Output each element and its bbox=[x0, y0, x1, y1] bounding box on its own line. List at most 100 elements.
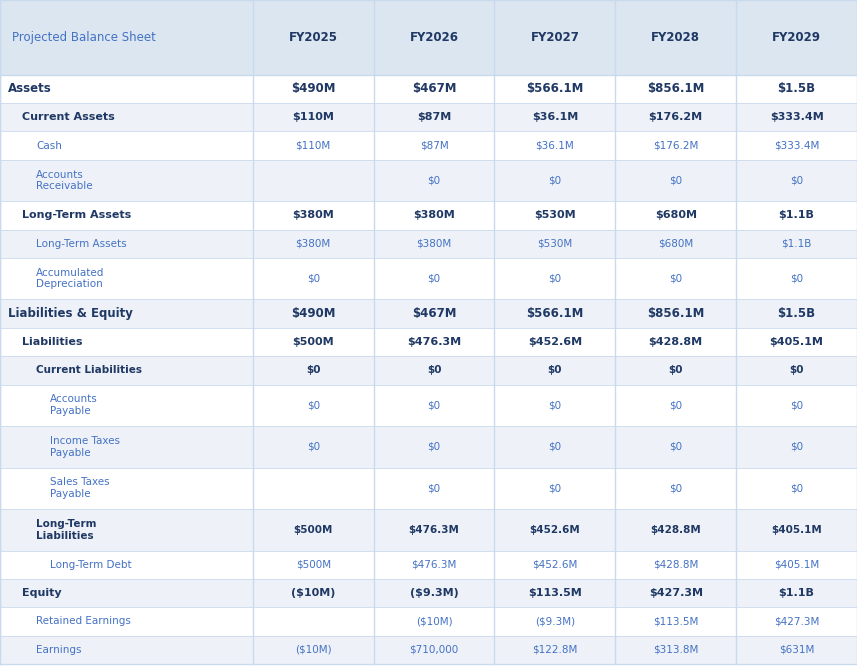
Text: ($10M): ($10M) bbox=[291, 588, 335, 598]
Text: $36.1M: $36.1M bbox=[536, 141, 574, 151]
Text: $530M: $530M bbox=[537, 238, 572, 248]
Text: $680M: $680M bbox=[655, 210, 697, 220]
Text: $0: $0 bbox=[307, 274, 320, 284]
Text: Long-Term
Liabilities: Long-Term Liabilities bbox=[36, 519, 97, 541]
Text: $1.1B: $1.1B bbox=[782, 238, 812, 248]
Text: Long-Term Assets: Long-Term Assets bbox=[22, 210, 131, 220]
Text: $0: $0 bbox=[668, 366, 683, 376]
Text: $0: $0 bbox=[789, 366, 804, 376]
Text: $428.8M: $428.8M bbox=[649, 337, 703, 347]
Text: $110M: $110M bbox=[296, 141, 331, 151]
Text: $0: $0 bbox=[548, 400, 561, 410]
Text: $680M: $680M bbox=[658, 238, 693, 248]
Text: $1.5B: $1.5B bbox=[777, 83, 816, 95]
Text: $405.1M: $405.1M bbox=[770, 337, 824, 347]
Text: FY2027: FY2027 bbox=[530, 31, 579, 44]
Text: Current Liabilities: Current Liabilities bbox=[36, 366, 142, 376]
Text: $176.2M: $176.2M bbox=[653, 141, 698, 151]
Text: $0: $0 bbox=[548, 274, 561, 284]
Bar bbox=[0, 356, 857, 384]
Text: Liabilities & Equity: Liabilities & Equity bbox=[8, 307, 133, 320]
Bar bbox=[0, 551, 857, 579]
Bar bbox=[0, 201, 857, 230]
Text: $1.1B: $1.1B bbox=[779, 210, 814, 220]
Text: Long-Term Assets: Long-Term Assets bbox=[36, 238, 127, 248]
Text: $566.1M: $566.1M bbox=[526, 83, 584, 95]
Text: Income Taxes
Payable: Income Taxes Payable bbox=[50, 436, 120, 458]
Text: Retained Earnings: Retained Earnings bbox=[36, 617, 131, 627]
Text: $467M: $467M bbox=[412, 83, 456, 95]
Text: $0: $0 bbox=[790, 175, 803, 185]
Bar bbox=[0, 131, 857, 160]
Text: $0: $0 bbox=[669, 274, 682, 284]
Text: $0: $0 bbox=[428, 400, 440, 410]
Text: $0: $0 bbox=[548, 442, 561, 452]
Text: $428.8M: $428.8M bbox=[653, 559, 698, 569]
Text: $333.4M: $333.4M bbox=[774, 141, 819, 151]
Text: $0: $0 bbox=[307, 442, 320, 452]
Text: $0: $0 bbox=[428, 442, 440, 452]
Text: $0: $0 bbox=[548, 175, 561, 185]
Bar bbox=[0, 635, 857, 664]
Bar bbox=[0, 579, 857, 607]
Text: $333.4M: $333.4M bbox=[770, 112, 824, 122]
Text: $500M: $500M bbox=[294, 525, 333, 535]
Text: $0: $0 bbox=[669, 400, 682, 410]
Text: Accumulated
Depreciation: Accumulated Depreciation bbox=[36, 268, 105, 290]
Text: $452.6M: $452.6M bbox=[530, 525, 580, 535]
Text: $0: $0 bbox=[669, 175, 682, 185]
Text: Long-Term Debt: Long-Term Debt bbox=[50, 559, 132, 569]
Bar bbox=[0, 468, 857, 509]
Text: $0: $0 bbox=[427, 366, 441, 376]
Bar bbox=[0, 230, 857, 258]
Text: $0: $0 bbox=[669, 484, 682, 494]
Text: $0: $0 bbox=[428, 175, 440, 185]
Text: ($10M): ($10M) bbox=[416, 617, 452, 627]
Text: $427.3M: $427.3M bbox=[774, 617, 819, 627]
Text: $0: $0 bbox=[548, 366, 562, 376]
Text: $476.3M: $476.3M bbox=[407, 337, 461, 347]
Text: $0: $0 bbox=[428, 484, 440, 494]
Text: Projected Balance Sheet: Projected Balance Sheet bbox=[12, 31, 156, 44]
Text: $476.3M: $476.3M bbox=[409, 525, 459, 535]
Text: $1.1B: $1.1B bbox=[779, 588, 814, 598]
Text: Current Assets: Current Assets bbox=[22, 112, 115, 122]
Text: Cash: Cash bbox=[36, 141, 62, 151]
Text: $0: $0 bbox=[307, 400, 320, 410]
Text: Accounts
Payable: Accounts Payable bbox=[50, 394, 98, 416]
Text: $427.3M: $427.3M bbox=[649, 588, 703, 598]
Text: $87M: $87M bbox=[420, 141, 448, 151]
Text: $1.5B: $1.5B bbox=[777, 307, 816, 320]
Text: $476.3M: $476.3M bbox=[411, 559, 457, 569]
Text: $0: $0 bbox=[790, 442, 803, 452]
Text: $176.2M: $176.2M bbox=[649, 112, 703, 122]
Text: ($9.3M): ($9.3M) bbox=[535, 617, 575, 627]
Bar bbox=[0, 75, 857, 103]
Text: $0: $0 bbox=[548, 484, 561, 494]
Text: Liabilities: Liabilities bbox=[22, 337, 82, 347]
Text: $113.5M: $113.5M bbox=[653, 617, 698, 627]
Bar bbox=[0, 607, 857, 635]
Text: $452.6M: $452.6M bbox=[528, 337, 582, 347]
Text: FY2025: FY2025 bbox=[289, 31, 338, 44]
Text: $500M: $500M bbox=[296, 559, 331, 569]
Text: $490M: $490M bbox=[291, 83, 335, 95]
Bar bbox=[0, 509, 857, 551]
Text: $0: $0 bbox=[790, 400, 803, 410]
Text: FY2029: FY2029 bbox=[772, 31, 821, 44]
Text: $110M: $110M bbox=[292, 112, 334, 122]
Text: $380M: $380M bbox=[292, 210, 334, 220]
Bar bbox=[0, 426, 857, 468]
Bar bbox=[0, 160, 857, 201]
Text: $490M: $490M bbox=[291, 307, 335, 320]
Bar bbox=[0, 0, 857, 75]
Text: $428.8M: $428.8M bbox=[650, 525, 701, 535]
Text: FY2026: FY2026 bbox=[410, 31, 458, 44]
Bar bbox=[0, 103, 857, 131]
Bar bbox=[0, 328, 857, 356]
Text: $710,000: $710,000 bbox=[410, 645, 458, 655]
Text: Equity: Equity bbox=[22, 588, 62, 598]
Bar bbox=[0, 300, 857, 328]
Text: $0: $0 bbox=[669, 442, 682, 452]
Text: $122.8M: $122.8M bbox=[532, 645, 578, 655]
